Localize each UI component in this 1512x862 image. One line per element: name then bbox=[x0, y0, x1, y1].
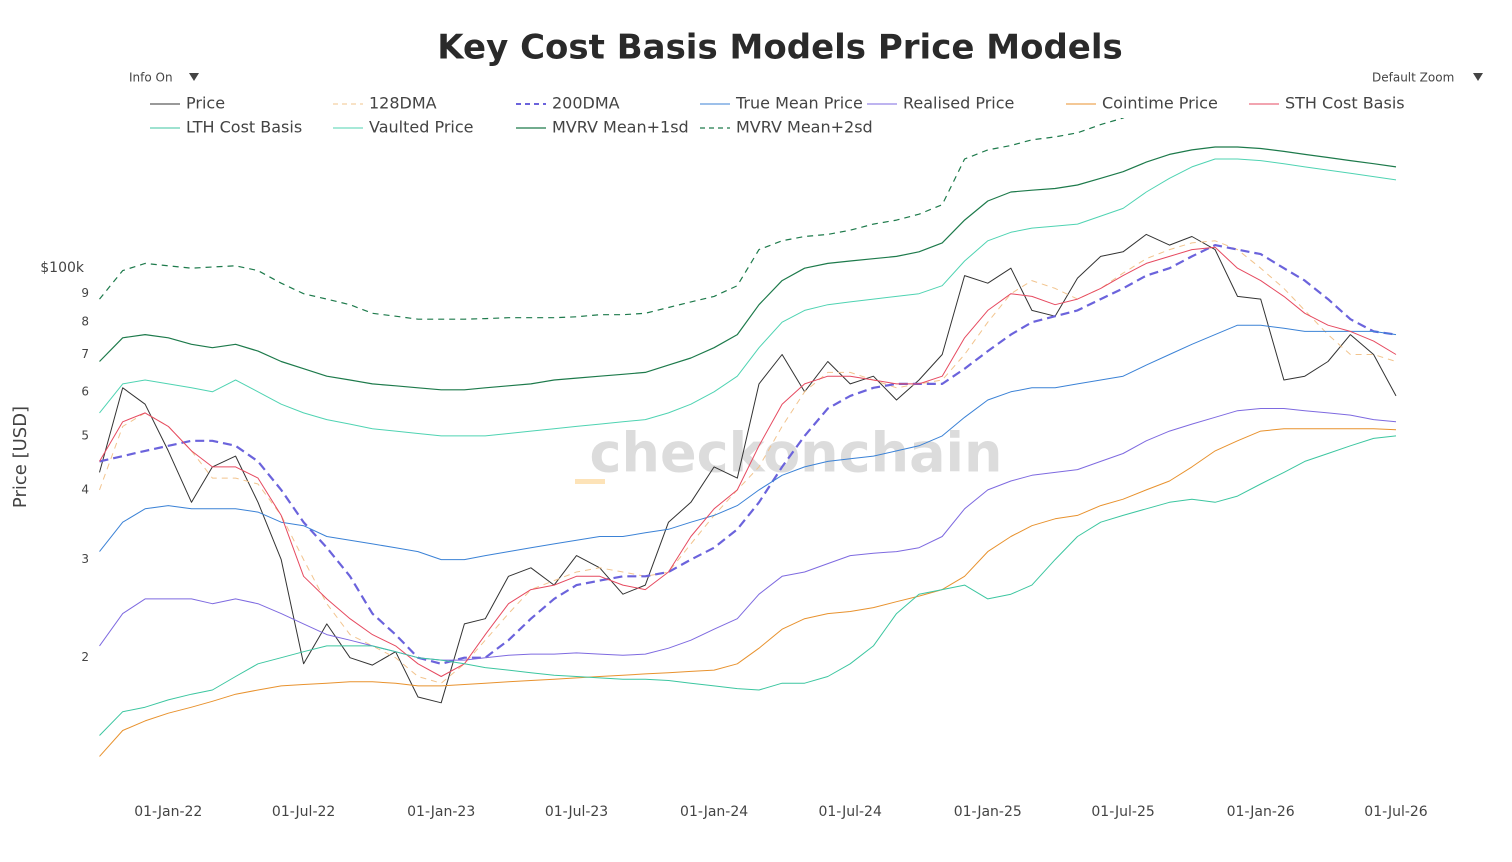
info-arrow[interactable] bbox=[189, 73, 199, 81]
series-line bbox=[99, 158, 1397, 437]
legend-label: STH Cost Basis bbox=[1285, 94, 1405, 113]
x-tick-label: 01-Jul-26 bbox=[1364, 804, 1427, 820]
y-tick-label: 6 bbox=[81, 384, 89, 398]
legend-label: Cointime Price bbox=[1102, 94, 1218, 113]
info-toggle[interactable]: Info On bbox=[129, 71, 173, 85]
y-tick-label: 7 bbox=[81, 347, 89, 361]
watermark-underscore bbox=[575, 479, 605, 484]
x-tick-label: 01-Jul-22 bbox=[272, 804, 335, 820]
y-tick-label: $100k bbox=[40, 260, 85, 276]
series-line bbox=[99, 435, 1397, 736]
legend-label: Vaulted Price bbox=[369, 118, 473, 137]
series-line bbox=[99, 146, 1397, 391]
legend-label: MVRV Mean+2sd bbox=[736, 118, 873, 137]
legend-label: MVRV Mean+1sd bbox=[552, 118, 689, 137]
x-tick-label: 01-Jan-26 bbox=[1227, 804, 1295, 820]
series-line bbox=[99, 408, 1397, 661]
watermark: checkonchain bbox=[590, 422, 1003, 485]
y-axis-label: Price [USD] bbox=[10, 406, 31, 508]
legend-label: 128DMA bbox=[369, 94, 437, 113]
series-line bbox=[99, 246, 1397, 677]
y-tick-label: 3 bbox=[81, 552, 89, 566]
legend-label: LTH Cost Basis bbox=[186, 118, 302, 137]
y-tick-label: 2 bbox=[81, 650, 89, 664]
chart-title: Key Cost Basis Models Price Models bbox=[437, 28, 1122, 68]
plot-area bbox=[99, 118, 1397, 757]
x-tick-label: 01-Jan-24 bbox=[680, 804, 748, 820]
series-line bbox=[99, 428, 1397, 757]
series-line bbox=[99, 118, 1125, 320]
y-tick-label: 9 bbox=[81, 286, 89, 300]
zoom-menu[interactable]: Default Zoom bbox=[1372, 71, 1454, 85]
y-tick-label: 4 bbox=[81, 482, 89, 496]
series-line bbox=[99, 324, 1397, 561]
series-line bbox=[99, 240, 1397, 684]
series-line bbox=[99, 233, 1397, 704]
x-tick-label: 01-Jan-23 bbox=[407, 804, 475, 820]
x-tick-label: 01-Jan-25 bbox=[954, 804, 1022, 820]
y-tick-label: 8 bbox=[81, 315, 89, 329]
legend-label: Price bbox=[186, 94, 225, 113]
x-tick-label: 01-Jul-24 bbox=[818, 804, 881, 820]
legend-label: Realised Price bbox=[903, 94, 1014, 113]
x-tick-label: 01-Jul-25 bbox=[1091, 804, 1154, 820]
legend-label: 200DMA bbox=[552, 94, 620, 113]
legend-label: True Mean Price bbox=[735, 94, 863, 113]
y-tick-label: 5 bbox=[81, 428, 89, 442]
x-tick-label: 01-Jan-22 bbox=[134, 804, 202, 820]
series-line bbox=[99, 244, 1397, 665]
x-tick-label: 01-Jul-23 bbox=[545, 804, 608, 820]
zoom-arrow[interactable] bbox=[1473, 73, 1483, 81]
